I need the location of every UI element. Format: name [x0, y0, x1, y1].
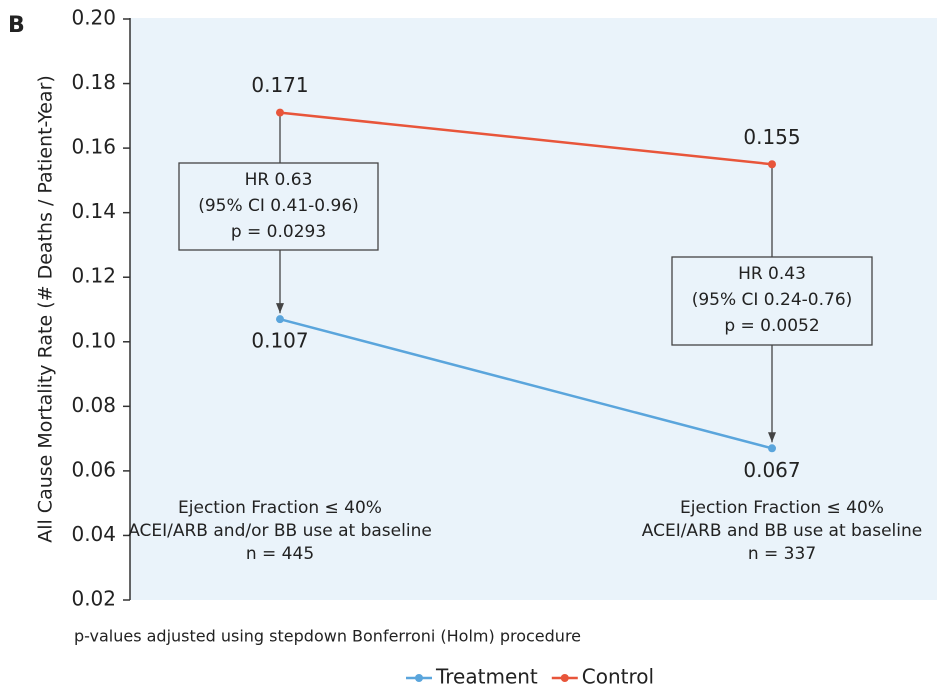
legend-dot: [415, 674, 423, 682]
value-label: 0.155: [743, 125, 800, 149]
panel-label: B: [8, 13, 25, 38]
annotation-text: p = 0.0293: [231, 222, 326, 242]
y-tick-label: 0.04: [71, 522, 116, 546]
y-tick-label: 0.12: [71, 264, 116, 288]
legend-label: Treatment: [435, 665, 538, 689]
footnote: p-values adjusted using stepdown Bonferr…: [74, 627, 581, 646]
arrow-head: [276, 303, 284, 314]
point: [768, 160, 776, 169]
annotation-text: HR 0.63: [245, 170, 313, 190]
y-tick-label: 0.08: [71, 393, 116, 417]
value-label: 0.171: [251, 73, 308, 97]
category-label: ACEI/ARB and/or BB use at baseline: [128, 521, 432, 541]
point: [768, 444, 776, 453]
y-tick-label: 0.14: [71, 199, 116, 223]
y-axis-label: All Cause Mortality Rate (# Deaths / Pat…: [35, 75, 57, 543]
y-tick-label: 0.18: [71, 70, 116, 94]
annotation-box: [671, 256, 873, 346]
category-label: n = 445: [246, 544, 314, 564]
legend-label: Control: [582, 665, 654, 689]
annotation-box: [178, 162, 379, 251]
series-line: [279, 111, 773, 166]
category-label: Ejection Fraction ≤ 40%: [178, 498, 382, 518]
value-label: 0.107: [251, 329, 308, 353]
annotation-text: p = 0.0052: [724, 316, 819, 336]
y-tick-label: 0.02: [71, 587, 116, 611]
annotation-text: (95% CI 0.24-0.76): [692, 290, 853, 310]
legend-dot: [560, 674, 569, 682]
y-tick-label: 0.20: [71, 6, 116, 30]
annotation-text: (95% CI 0.41-0.96): [198, 196, 359, 216]
annotation-text: HR 0.43: [738, 264, 806, 284]
point: [276, 315, 284, 324]
category-label: ACEI/ARB and BB use at baseline: [642, 521, 923, 541]
series-line: [279, 317, 773, 450]
category-label: Ejection Fraction ≤ 40%: [680, 498, 884, 518]
y-tick-label: 0.10: [71, 328, 116, 352]
value-label: 0.067: [743, 458, 800, 482]
arrow-head: [768, 432, 776, 443]
category-label: n = 337: [748, 544, 816, 564]
y-tick-label: 0.16: [71, 135, 116, 159]
point: [276, 108, 284, 117]
y-tick-label: 0.06: [71, 457, 116, 481]
